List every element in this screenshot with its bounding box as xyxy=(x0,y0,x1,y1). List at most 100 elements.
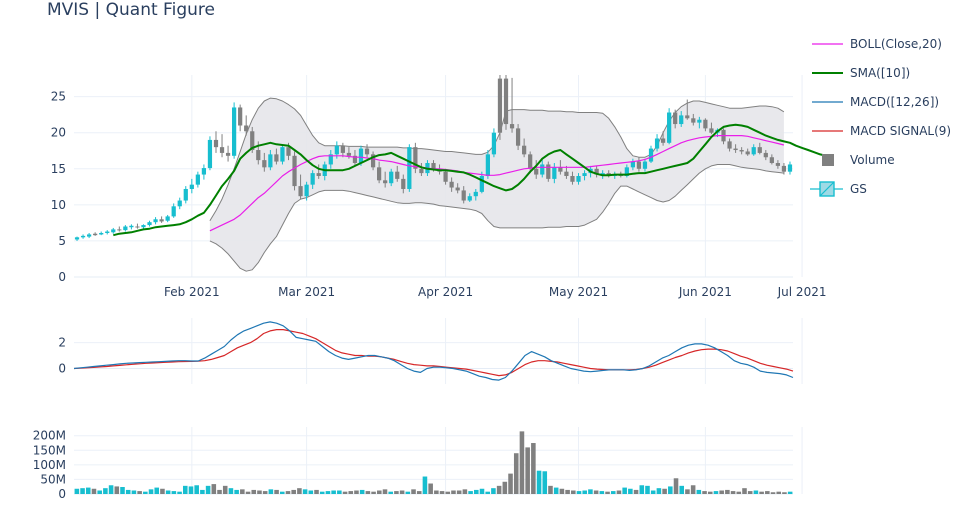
volume-bar xyxy=(148,489,154,494)
volume-bar xyxy=(548,485,553,494)
candle-body xyxy=(449,181,454,188)
volume-bar xyxy=(765,491,770,494)
volume-bar xyxy=(479,488,485,494)
volume-bar xyxy=(314,489,319,494)
volume-bar xyxy=(80,488,85,494)
candle-body xyxy=(636,161,642,169)
volume-bar xyxy=(571,490,576,494)
candle-body xyxy=(256,150,261,161)
x-tick-label: May 2021 xyxy=(549,285,608,299)
candle-body xyxy=(238,107,243,126)
volume-bar xyxy=(205,485,211,494)
candle-body xyxy=(576,176,581,182)
volume-bar xyxy=(628,488,633,494)
candle-body xyxy=(310,173,315,185)
volume-bar xyxy=(74,488,80,494)
candle-body xyxy=(340,145,345,153)
volume-bar xyxy=(536,470,542,494)
volume-bar xyxy=(474,489,479,494)
volume-bar xyxy=(348,491,354,494)
price-y-tick-label: 20 xyxy=(51,126,66,140)
volume-bar xyxy=(97,490,102,494)
volume-bar xyxy=(502,481,508,494)
candle-body xyxy=(213,139,219,148)
volume-bar xyxy=(565,489,570,494)
legend-volume: Volume xyxy=(822,153,895,167)
candle-body xyxy=(383,180,388,184)
candle-body xyxy=(522,145,527,155)
candle-body xyxy=(358,148,364,164)
candle-body xyxy=(594,168,599,175)
volume-bar xyxy=(411,489,416,494)
candle-body xyxy=(207,139,213,169)
legend-sma: SMA([10]) xyxy=(812,66,910,80)
candle-body xyxy=(751,147,756,155)
x-tick-label: Apr 2021 xyxy=(418,285,473,299)
candle-body xyxy=(364,148,370,155)
macd-y-tick-label: 0 xyxy=(58,361,66,375)
candle-body xyxy=(443,171,448,182)
candle-body xyxy=(781,165,787,172)
volume-bar xyxy=(194,485,199,494)
candle-body xyxy=(528,154,533,169)
bollinger-upper-line xyxy=(209,97,785,221)
candle-body xyxy=(503,78,509,125)
candle-body xyxy=(377,167,382,181)
candle-body xyxy=(479,176,484,192)
candle-body xyxy=(473,191,478,197)
candle-body xyxy=(697,119,702,123)
volume-bar xyxy=(725,489,730,494)
candle-body xyxy=(147,222,152,226)
candle-body xyxy=(298,186,303,197)
candle-body xyxy=(546,164,551,179)
candle-body xyxy=(316,173,321,176)
candle-body xyxy=(763,152,768,158)
volume-bar xyxy=(531,443,536,494)
volume-bar xyxy=(439,491,445,494)
volume-bar xyxy=(656,488,662,494)
volume-bar xyxy=(365,491,371,494)
candle-body xyxy=(757,147,762,153)
candle-body xyxy=(582,173,587,176)
legend: BOLL(Close,20) SMA([10]) MACD([12,26]) MACD… xyxy=(810,37,951,197)
volume-bar xyxy=(319,491,325,494)
volume-bar xyxy=(605,491,610,494)
volume-bar xyxy=(576,491,582,494)
volume-bar xyxy=(673,478,679,494)
legend-volume-label: Volume xyxy=(850,153,895,167)
legend-sma-label: SMA([10]) xyxy=(850,66,910,80)
legend-macd-label: MACD([12,26]) xyxy=(850,95,939,109)
candle-body xyxy=(244,125,249,132)
volume-bar xyxy=(394,491,399,494)
volume-bar xyxy=(297,488,302,494)
candle-body xyxy=(679,115,684,125)
volume-bar xyxy=(685,489,690,494)
candle-body xyxy=(491,132,497,155)
candle-body xyxy=(177,200,182,207)
volume-bar xyxy=(610,491,616,494)
candle-body xyxy=(455,187,460,191)
volume-bar xyxy=(553,487,559,494)
volume-bar xyxy=(787,491,793,494)
volume-bar xyxy=(445,491,451,494)
candle-body xyxy=(497,78,503,133)
candle-body xyxy=(80,235,86,238)
volume-bar xyxy=(582,490,588,494)
volume-bar xyxy=(354,490,359,494)
sma-line xyxy=(113,123,833,237)
volume-bar xyxy=(719,490,724,494)
candle-body xyxy=(117,229,122,231)
candle-body xyxy=(93,233,98,236)
candle-body xyxy=(600,173,605,175)
volume-bar xyxy=(491,488,496,494)
volume-bar xyxy=(108,485,114,494)
candle-body xyxy=(419,168,424,174)
volume-bar xyxy=(462,489,468,494)
candle-body xyxy=(328,154,333,165)
volume-bar xyxy=(702,491,707,494)
legend-macd: MACD([12,26]) xyxy=(812,95,939,109)
volume-bar xyxy=(85,487,91,494)
volume-y-tick-label: 200M xyxy=(33,429,66,443)
